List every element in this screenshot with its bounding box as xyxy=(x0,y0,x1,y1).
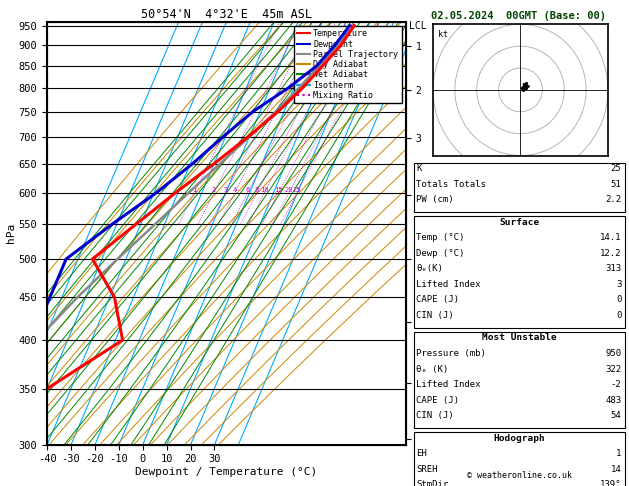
Text: Lifted Index: Lifted Index xyxy=(416,380,481,389)
Y-axis label: km
ASL: km ASL xyxy=(424,225,446,242)
Text: 10: 10 xyxy=(260,187,269,193)
Text: CAPE (J): CAPE (J) xyxy=(416,396,459,405)
Text: 1: 1 xyxy=(192,187,197,193)
Text: Totals Totals: Totals Totals xyxy=(416,180,486,189)
Text: 6: 6 xyxy=(245,187,250,193)
Text: Dewp (°C): Dewp (°C) xyxy=(416,249,465,258)
Text: 54: 54 xyxy=(611,411,621,420)
Text: CAPE (J): CAPE (J) xyxy=(416,295,459,305)
Text: 02.05.2024  00GMT (Base: 00): 02.05.2024 00GMT (Base: 00) xyxy=(431,11,606,21)
Text: K: K xyxy=(416,164,422,174)
Text: © weatheronline.co.uk: © weatheronline.co.uk xyxy=(467,471,572,480)
Text: Hodograph: Hodograph xyxy=(494,434,545,443)
Text: 1: 1 xyxy=(616,449,621,458)
Y-axis label: hPa: hPa xyxy=(6,223,16,243)
Text: LCL: LCL xyxy=(409,21,427,31)
Text: Most Unstable: Most Unstable xyxy=(482,333,557,343)
Text: 8: 8 xyxy=(255,187,259,193)
Text: CIN (J): CIN (J) xyxy=(416,411,454,420)
Text: 15: 15 xyxy=(274,187,283,193)
Text: SREH: SREH xyxy=(416,465,438,474)
Text: 2: 2 xyxy=(212,187,216,193)
Text: -2: -2 xyxy=(611,380,621,389)
Text: 313: 313 xyxy=(605,264,621,274)
Text: Pressure (mb): Pressure (mb) xyxy=(416,349,486,358)
Text: θₑ(K): θₑ(K) xyxy=(416,264,443,274)
Text: 3: 3 xyxy=(616,280,621,289)
Text: 0: 0 xyxy=(616,311,621,320)
Text: 483: 483 xyxy=(605,396,621,405)
Text: 20: 20 xyxy=(285,187,293,193)
Text: 25: 25 xyxy=(611,164,621,174)
Text: θₑ (K): θₑ (K) xyxy=(416,364,448,374)
Text: 139°: 139° xyxy=(600,480,621,486)
Text: 2.2: 2.2 xyxy=(605,195,621,205)
Text: Surface: Surface xyxy=(499,218,540,227)
Text: Lifted Index: Lifted Index xyxy=(416,280,481,289)
Text: EH: EH xyxy=(416,449,427,458)
Text: Temp (°C): Temp (°C) xyxy=(416,233,465,243)
X-axis label: Dewpoint / Temperature (°C): Dewpoint / Temperature (°C) xyxy=(135,467,318,477)
Text: CIN (J): CIN (J) xyxy=(416,311,454,320)
Text: 0: 0 xyxy=(616,295,621,305)
Text: StmDir: StmDir xyxy=(416,480,448,486)
Text: 950: 950 xyxy=(605,349,621,358)
Text: 3: 3 xyxy=(224,187,228,193)
Text: 322: 322 xyxy=(605,364,621,374)
Text: PW (cm): PW (cm) xyxy=(416,195,454,205)
Text: 14.1: 14.1 xyxy=(600,233,621,243)
Text: 51: 51 xyxy=(611,180,621,189)
Text: kt: kt xyxy=(438,30,448,38)
Title: 50°54'N  4°32'E  45m ASL: 50°54'N 4°32'E 45m ASL xyxy=(141,8,312,21)
Text: 4: 4 xyxy=(233,187,237,193)
Text: 25: 25 xyxy=(293,187,301,193)
Legend: Temperature, Dewpoint, Parcel Trajectory, Dry Adiabat, Wet Adiabat, Isotherm, Mi: Temperature, Dewpoint, Parcel Trajectory… xyxy=(294,26,401,103)
Text: 14: 14 xyxy=(611,465,621,474)
Text: 12.2: 12.2 xyxy=(600,249,621,258)
